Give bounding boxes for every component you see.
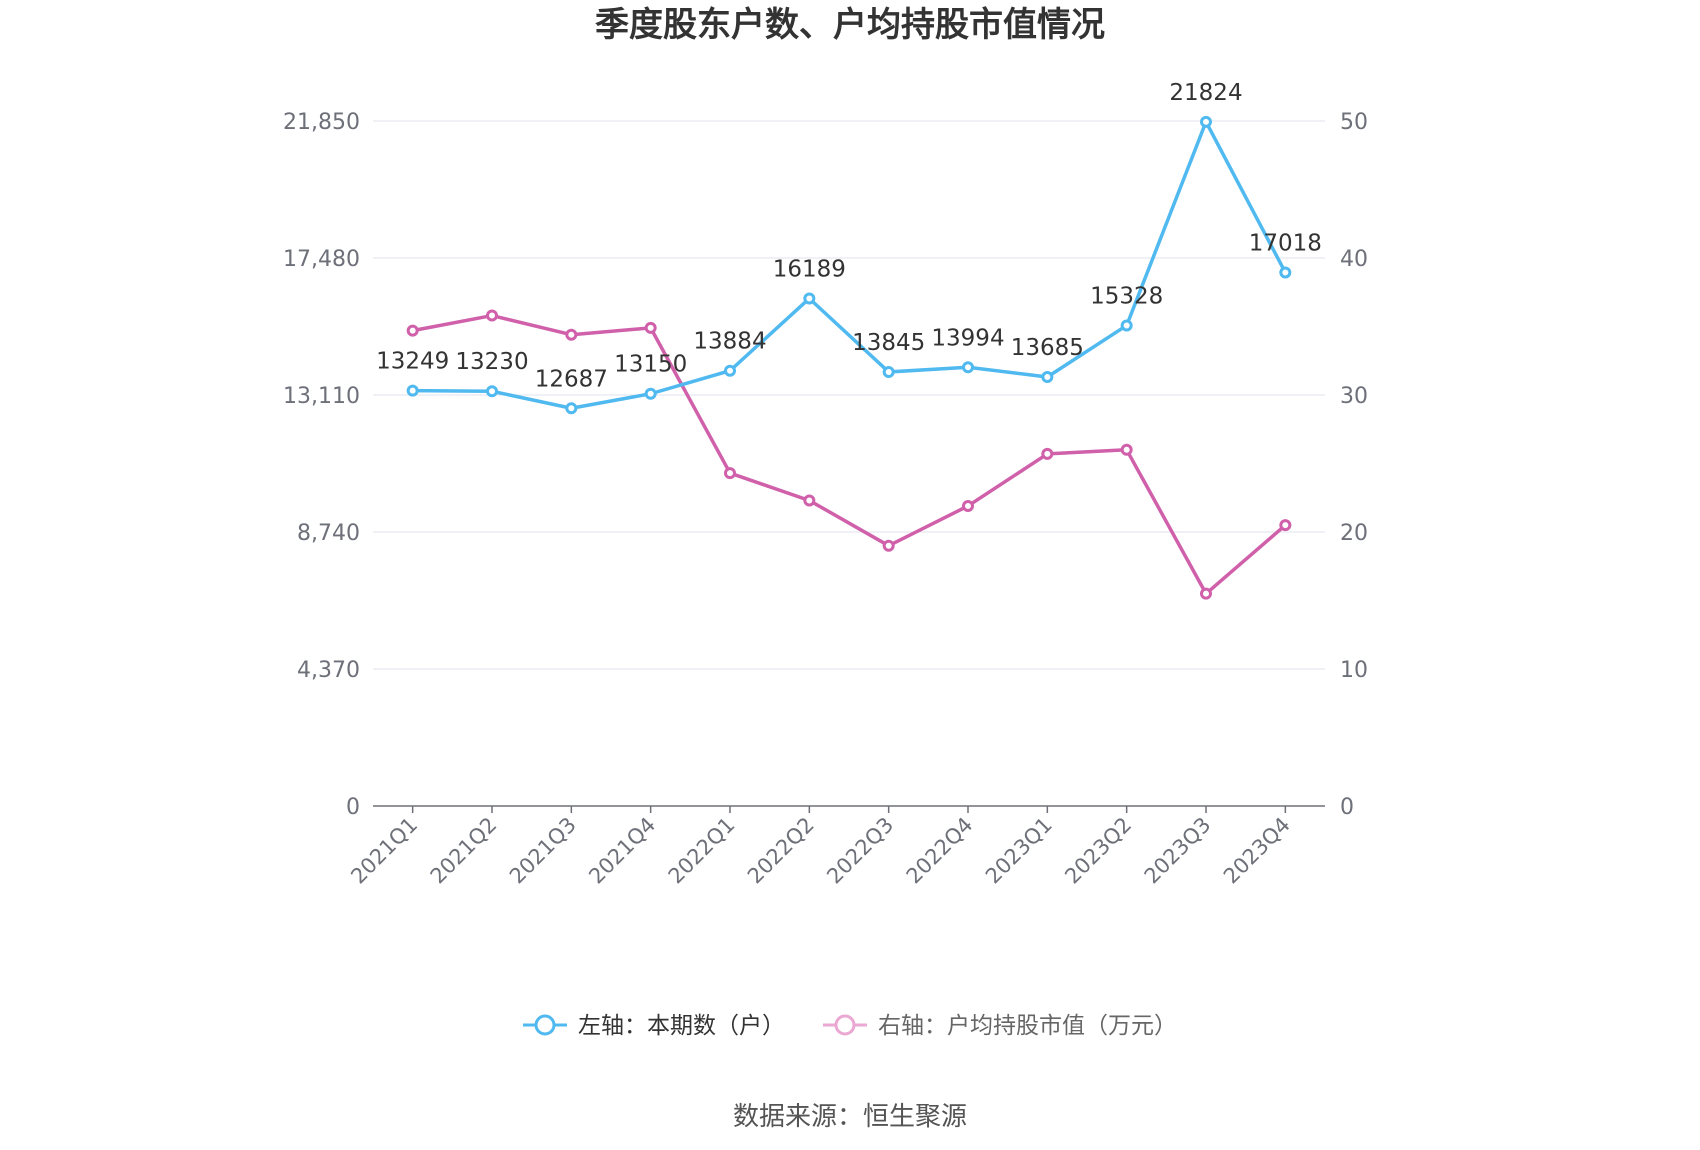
x-axis-tick-label: 2021Q2 bbox=[426, 813, 502, 889]
legend-label-avg-value: 右轴：户均持股市值（万元） bbox=[878, 1013, 1177, 1039]
households-point[interactable] bbox=[565, 402, 578, 415]
right-axis: 0 10 20 30 40 50 bbox=[1340, 110, 1368, 820]
right-axis-tick-label: 0 bbox=[1340, 795, 1354, 820]
x-axis-tick-label: 2023Q3 bbox=[1140, 813, 1216, 889]
households-data-label: 13884 bbox=[693, 329, 766, 355]
x-axis: 2021Q1 2021Q2 2021Q3 2021Q4 2022Q1 2022Q2 2022… bbox=[346, 805, 1325, 889]
households-point[interactable] bbox=[1279, 266, 1292, 279]
legend-label-households: 左轴：本期数（户） bbox=[578, 1013, 785, 1039]
x-axis-tick-label: 2022Q2 bbox=[743, 813, 819, 889]
households-line bbox=[412, 120, 1287, 411]
left-axis-tick-label: 8,740 bbox=[297, 521, 360, 546]
grid-lines bbox=[373, 120, 1325, 670]
households-data-label: 13845 bbox=[852, 330, 925, 356]
left-axis-tick-label: 21,850 bbox=[283, 110, 360, 135]
households-data-label: 13230 bbox=[455, 349, 528, 375]
left-axis-tick-label: 0 bbox=[346, 795, 360, 820]
avg-value-point[interactable] bbox=[1120, 443, 1133, 456]
avg-value-point[interactable] bbox=[644, 321, 657, 334]
households-point[interactable] bbox=[962, 361, 974, 374]
left-axis-tick-label: 13,110 bbox=[283, 384, 360, 409]
households-point[interactable] bbox=[644, 387, 657, 400]
households-point[interactable] bbox=[1200, 115, 1212, 128]
households-data-label: 16189 bbox=[773, 256, 846, 282]
households-data-label: 13994 bbox=[931, 325, 1004, 351]
households-point[interactable] bbox=[724, 364, 736, 377]
households-data-label: 15328 bbox=[1090, 283, 1163, 309]
households-point[interactable] bbox=[406, 384, 419, 397]
avg-value-point[interactable] bbox=[1200, 587, 1212, 600]
x-axis-tick-label: 2021Q3 bbox=[505, 813, 581, 889]
avg-value-point[interactable] bbox=[1279, 519, 1292, 532]
avg-value-point[interactable] bbox=[486, 309, 498, 322]
households-data-label: 21824 bbox=[1169, 80, 1242, 106]
right-axis-tick-label: 30 bbox=[1340, 384, 1368, 409]
households-point[interactable] bbox=[803, 292, 816, 305]
x-axis-tick-label: 2022Q4 bbox=[902, 813, 978, 889]
avg-value-point[interactable] bbox=[962, 499, 974, 512]
x-axis-tick-label: 2023Q4 bbox=[1219, 813, 1295, 889]
households-data-label: 13685 bbox=[1011, 335, 1084, 361]
households-data-label: 13249 bbox=[376, 349, 449, 375]
households-point[interactable] bbox=[486, 385, 498, 398]
x-axis-tick-label: 2022Q1 bbox=[664, 813, 740, 889]
legend-item-households[interactable]: 左轴：本期数（户） bbox=[523, 1013, 785, 1039]
right-axis-tick-label: 40 bbox=[1340, 247, 1368, 272]
households-point[interactable] bbox=[1041, 370, 1054, 383]
legend[interactable]: 左轴：本期数（户） 右轴：户均持股市值（万元） bbox=[523, 1013, 1177, 1039]
x-axis-tick-label: 2023Q2 bbox=[1060, 813, 1136, 889]
households-data-label: 13150 bbox=[614, 352, 687, 378]
right-axis-tick-label: 10 bbox=[1340, 658, 1368, 683]
chart-title: 季度股东户数、户均持股市值情况 bbox=[595, 5, 1105, 45]
households-point[interactable] bbox=[1120, 319, 1133, 332]
left-axis: 0 4,370 8,740 13,110 17,480 21,850 bbox=[283, 110, 360, 820]
households-point[interactable] bbox=[882, 365, 895, 378]
x-axis-tick-label: 2023Q1 bbox=[981, 813, 1057, 889]
avg-value-point[interactable] bbox=[882, 539, 895, 552]
avg-value-point[interactable] bbox=[565, 328, 578, 341]
avg-value-point[interactable] bbox=[406, 324, 419, 337]
x-axis-tick-label: 2021Q4 bbox=[584, 813, 660, 889]
left-axis-tick-label: 17,480 bbox=[283, 247, 360, 272]
households-data-label: 17018 bbox=[1249, 230, 1322, 256]
avg-value-point[interactable] bbox=[1041, 447, 1054, 460]
x-axis-tick-label: 2021Q1 bbox=[346, 813, 422, 889]
avg-value-line bbox=[412, 313, 1287, 596]
households-data-label: 12687 bbox=[535, 366, 608, 392]
avg-value-point[interactable] bbox=[803, 494, 816, 507]
legend-item-avg-value[interactable]: 右轴：户均持股市值（万元） bbox=[823, 1013, 1177, 1039]
right-axis-tick-label: 50 bbox=[1340, 110, 1368, 135]
left-axis-tick-label: 4,370 bbox=[297, 658, 360, 683]
data-source: 数据来源：恒生聚源 bbox=[733, 1102, 967, 1132]
avg-value-point[interactable] bbox=[724, 467, 736, 480]
right-axis-tick-label: 20 bbox=[1340, 521, 1368, 546]
x-axis-tick-label: 2022Q3 bbox=[822, 813, 898, 889]
